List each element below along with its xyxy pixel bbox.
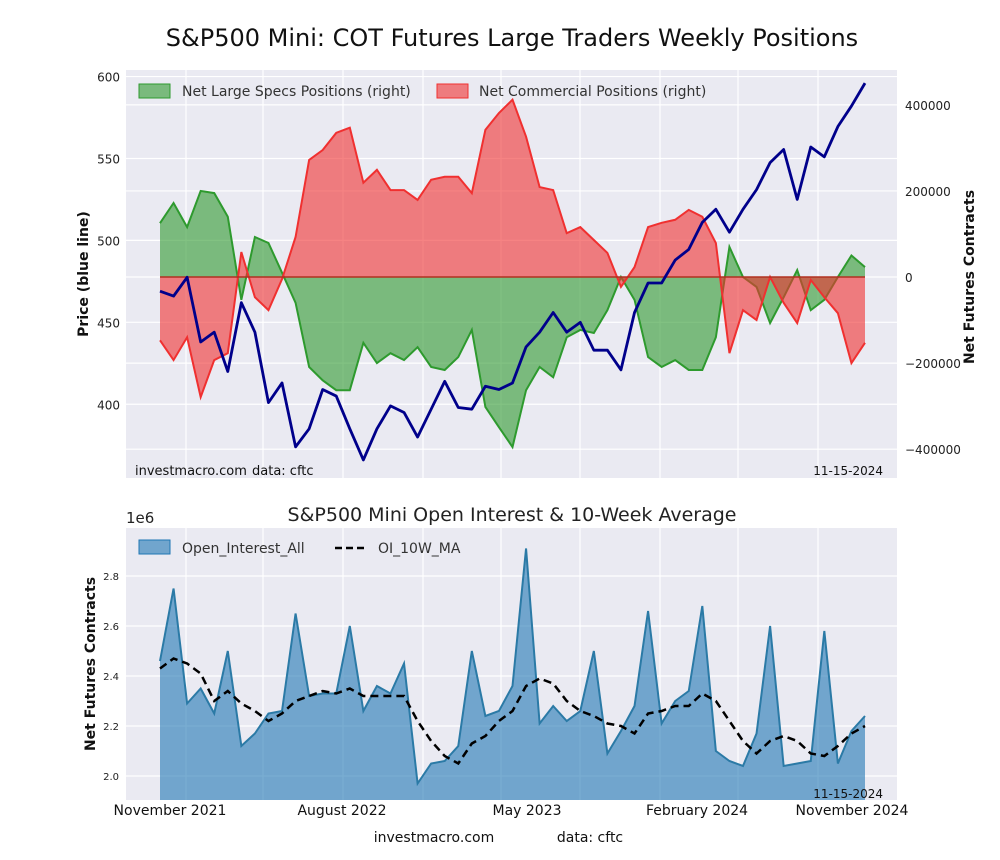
- left-axis-label: Price (blue line): [76, 211, 92, 337]
- footer-source: data: cftc: [557, 830, 623, 846]
- y-tick-label: 2.2: [103, 722, 119, 733]
- right-tick-label: 400000: [905, 99, 951, 113]
- x-tick-label: November 2024: [796, 803, 909, 819]
- right-tick-label: 200000: [905, 185, 951, 199]
- x-tick-label: May 2023: [492, 803, 561, 819]
- legend-swatch-specs: [138, 83, 171, 99]
- top-position-areas: [159, 97, 866, 450]
- y-tick-label: 2.8: [103, 572, 119, 583]
- y-scale-label: 1e6: [126, 509, 154, 527]
- legend-label-commercial: Net Commercial Positions (right): [479, 84, 706, 100]
- main-title: S&P500 Mini: COT Futures Large Traders W…: [166, 24, 858, 52]
- top-date-label: 11-15-2024: [813, 464, 883, 478]
- open-interest-area: [159, 548, 866, 800]
- open-interest-line: [159, 548, 866, 787]
- bottom-date-label: 11-15-2024: [813, 787, 883, 801]
- bottom-title: S&P500 Mini Open Interest & 10-Week Aver…: [288, 504, 737, 526]
- bottom-tick-labels: 2.0 2.2 2.4 2.6 2.8 November 2021 August 2022 M…: [103, 572, 908, 819]
- watermark-site: investmacro.com: [135, 464, 247, 479]
- footer-site: investmacro.com: [374, 830, 494, 846]
- left-tick-label: 550: [97, 152, 120, 166]
- watermark-source: data: cftc: [252, 464, 314, 479]
- x-tick-label: August 2022: [297, 803, 386, 819]
- specs-area: [160, 190, 865, 448]
- y-tick-label: 2.0: [103, 772, 119, 783]
- legend-label-oi: Open_Interest_All: [182, 541, 305, 557]
- left-tick-label: 450: [97, 316, 120, 330]
- x-tick-label: February 2024: [646, 803, 748, 819]
- right-tick-label: 0: [905, 271, 913, 285]
- legend-label-ma: OI_10W_MA: [378, 541, 461, 557]
- right-tick-label: −400000: [905, 443, 961, 457]
- bottom-axis-label: Net Futures Contracts: [83, 577, 99, 751]
- y-tick-label: 2.4: [103, 672, 119, 683]
- y-tick-label: 2.6: [103, 622, 119, 633]
- open-interest-fill: [160, 548, 865, 800]
- legend-swatch-commercial: [436, 83, 469, 99]
- legend-label-specs: Net Large Specs Positions (right): [182, 84, 411, 100]
- left-tick-label: 400: [97, 398, 120, 412]
- left-tick-label: 600: [97, 71, 120, 85]
- ma-line: [159, 657, 866, 766]
- x-tick-label: November 2021: [114, 803, 227, 819]
- top-tick-labels: 400 450 500 550 600 −400000 −200000 0 200000 4000…: [97, 71, 961, 458]
- bottom-legend: Open_Interest_All OI_10W_MA: [138, 539, 461, 557]
- right-tick-label: −200000: [905, 357, 961, 371]
- top-legend: Net Large Specs Positions (right) Net Co…: [138, 83, 706, 100]
- legend-swatch-oi: [138, 539, 171, 555]
- top-price-line: [159, 82, 867, 462]
- left-tick-label: 500: [97, 234, 120, 248]
- right-axis-label: Net Futures Contracts: [962, 190, 978, 364]
- commercial-area: [160, 99, 865, 398]
- commercial-line: [159, 97, 866, 401]
- price-line: [159, 82, 867, 462]
